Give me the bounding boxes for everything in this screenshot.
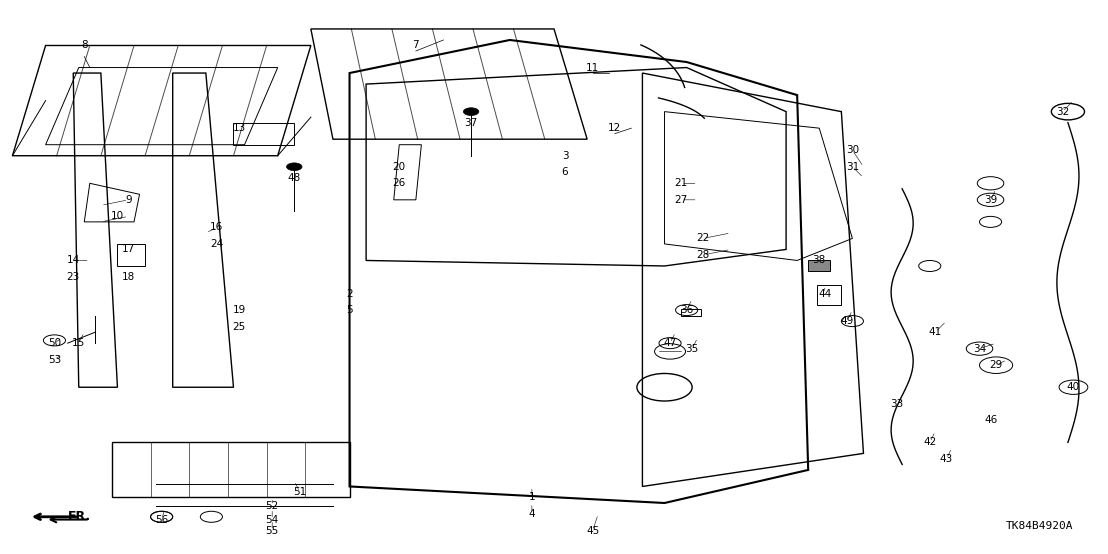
Text: 41: 41 [929,327,942,337]
Text: 8: 8 [81,40,88,50]
Text: 23: 23 [66,272,80,282]
Text: 55: 55 [266,526,279,536]
Text: 50: 50 [48,338,61,348]
Text: TK84B4920A: TK84B4920A [1006,521,1074,531]
Text: 22: 22 [697,233,710,243]
Text: 49: 49 [840,316,853,326]
Text: 44: 44 [818,289,831,299]
Text: 17: 17 [122,244,135,254]
Text: 9: 9 [125,195,132,205]
Circle shape [287,163,302,171]
Text: 37: 37 [464,117,478,127]
Text: 31: 31 [845,162,859,172]
Text: 46: 46 [984,416,997,425]
Text: 38: 38 [812,255,825,265]
Text: 36: 36 [680,305,694,315]
Bar [817,285,841,305]
Text: 52: 52 [266,501,279,511]
Text: 18: 18 [122,272,135,282]
Text: 20: 20 [392,162,406,172]
Text: 12: 12 [608,123,622,133]
Text: 14: 14 [66,255,80,265]
Bar [234,122,295,145]
Text: 25: 25 [233,322,246,332]
Text: 2: 2 [346,289,352,299]
Text: 11: 11 [586,63,599,73]
Text: 56: 56 [155,515,168,525]
Text: 48: 48 [288,173,301,183]
Text: 16: 16 [211,222,224,232]
Text: 32: 32 [1056,106,1069,117]
Text: 34: 34 [973,343,986,353]
Text: 29: 29 [989,360,1003,370]
Text: 30: 30 [845,145,859,155]
Text: 53: 53 [48,355,61,365]
Text: 42: 42 [923,437,936,448]
Text: 47: 47 [664,338,677,348]
Text: 1: 1 [529,493,535,502]
Text: 40: 40 [1067,382,1080,392]
Text: 4: 4 [529,509,535,519]
Text: 15: 15 [72,338,85,348]
Text: 45: 45 [586,526,599,536]
Bar [681,309,701,316]
Text: 27: 27 [675,195,688,205]
Text: 28: 28 [697,250,710,260]
Text: 5: 5 [346,305,352,315]
Text: 39: 39 [984,195,997,205]
Text: 26: 26 [392,178,406,188]
Text: 54: 54 [266,515,279,525]
Bar [808,260,830,271]
Text: 6: 6 [562,167,568,177]
Text: 7: 7 [412,40,419,50]
Text: 43: 43 [940,454,953,464]
Text: 19: 19 [233,305,246,315]
Text: 51: 51 [294,487,307,497]
Text: 35: 35 [686,343,699,353]
Text: 33: 33 [890,399,903,409]
Circle shape [463,108,479,115]
Text: 13: 13 [233,123,246,133]
Text: 3: 3 [562,151,568,161]
Text: 10: 10 [111,212,124,222]
Text: FR.: FR. [68,510,91,524]
Text: 21: 21 [675,178,688,188]
Text: 24: 24 [211,239,224,249]
